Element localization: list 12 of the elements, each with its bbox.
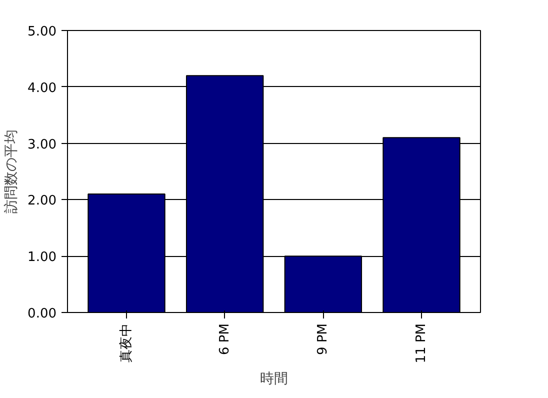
x-tick-label: 9 PM xyxy=(316,323,331,355)
x-tick-label: 11 PM xyxy=(414,323,429,364)
x-tick-label: 真夜中 xyxy=(118,324,134,362)
y-axis-title: 訪問数の平均 xyxy=(4,130,20,214)
x-tick-label: 6 PM xyxy=(217,323,232,355)
y-tick-label: 5.00 xyxy=(28,24,57,40)
y-tick-label: 4.00 xyxy=(28,80,57,96)
y-tick-label: 1.00 xyxy=(28,250,57,266)
x-axis-title: 時間 xyxy=(260,371,288,388)
y-tick-label: 0.00 xyxy=(28,306,57,322)
y-tick-label: 2.00 xyxy=(28,194,57,209)
y-tick-label: 3.00 xyxy=(28,137,57,152)
